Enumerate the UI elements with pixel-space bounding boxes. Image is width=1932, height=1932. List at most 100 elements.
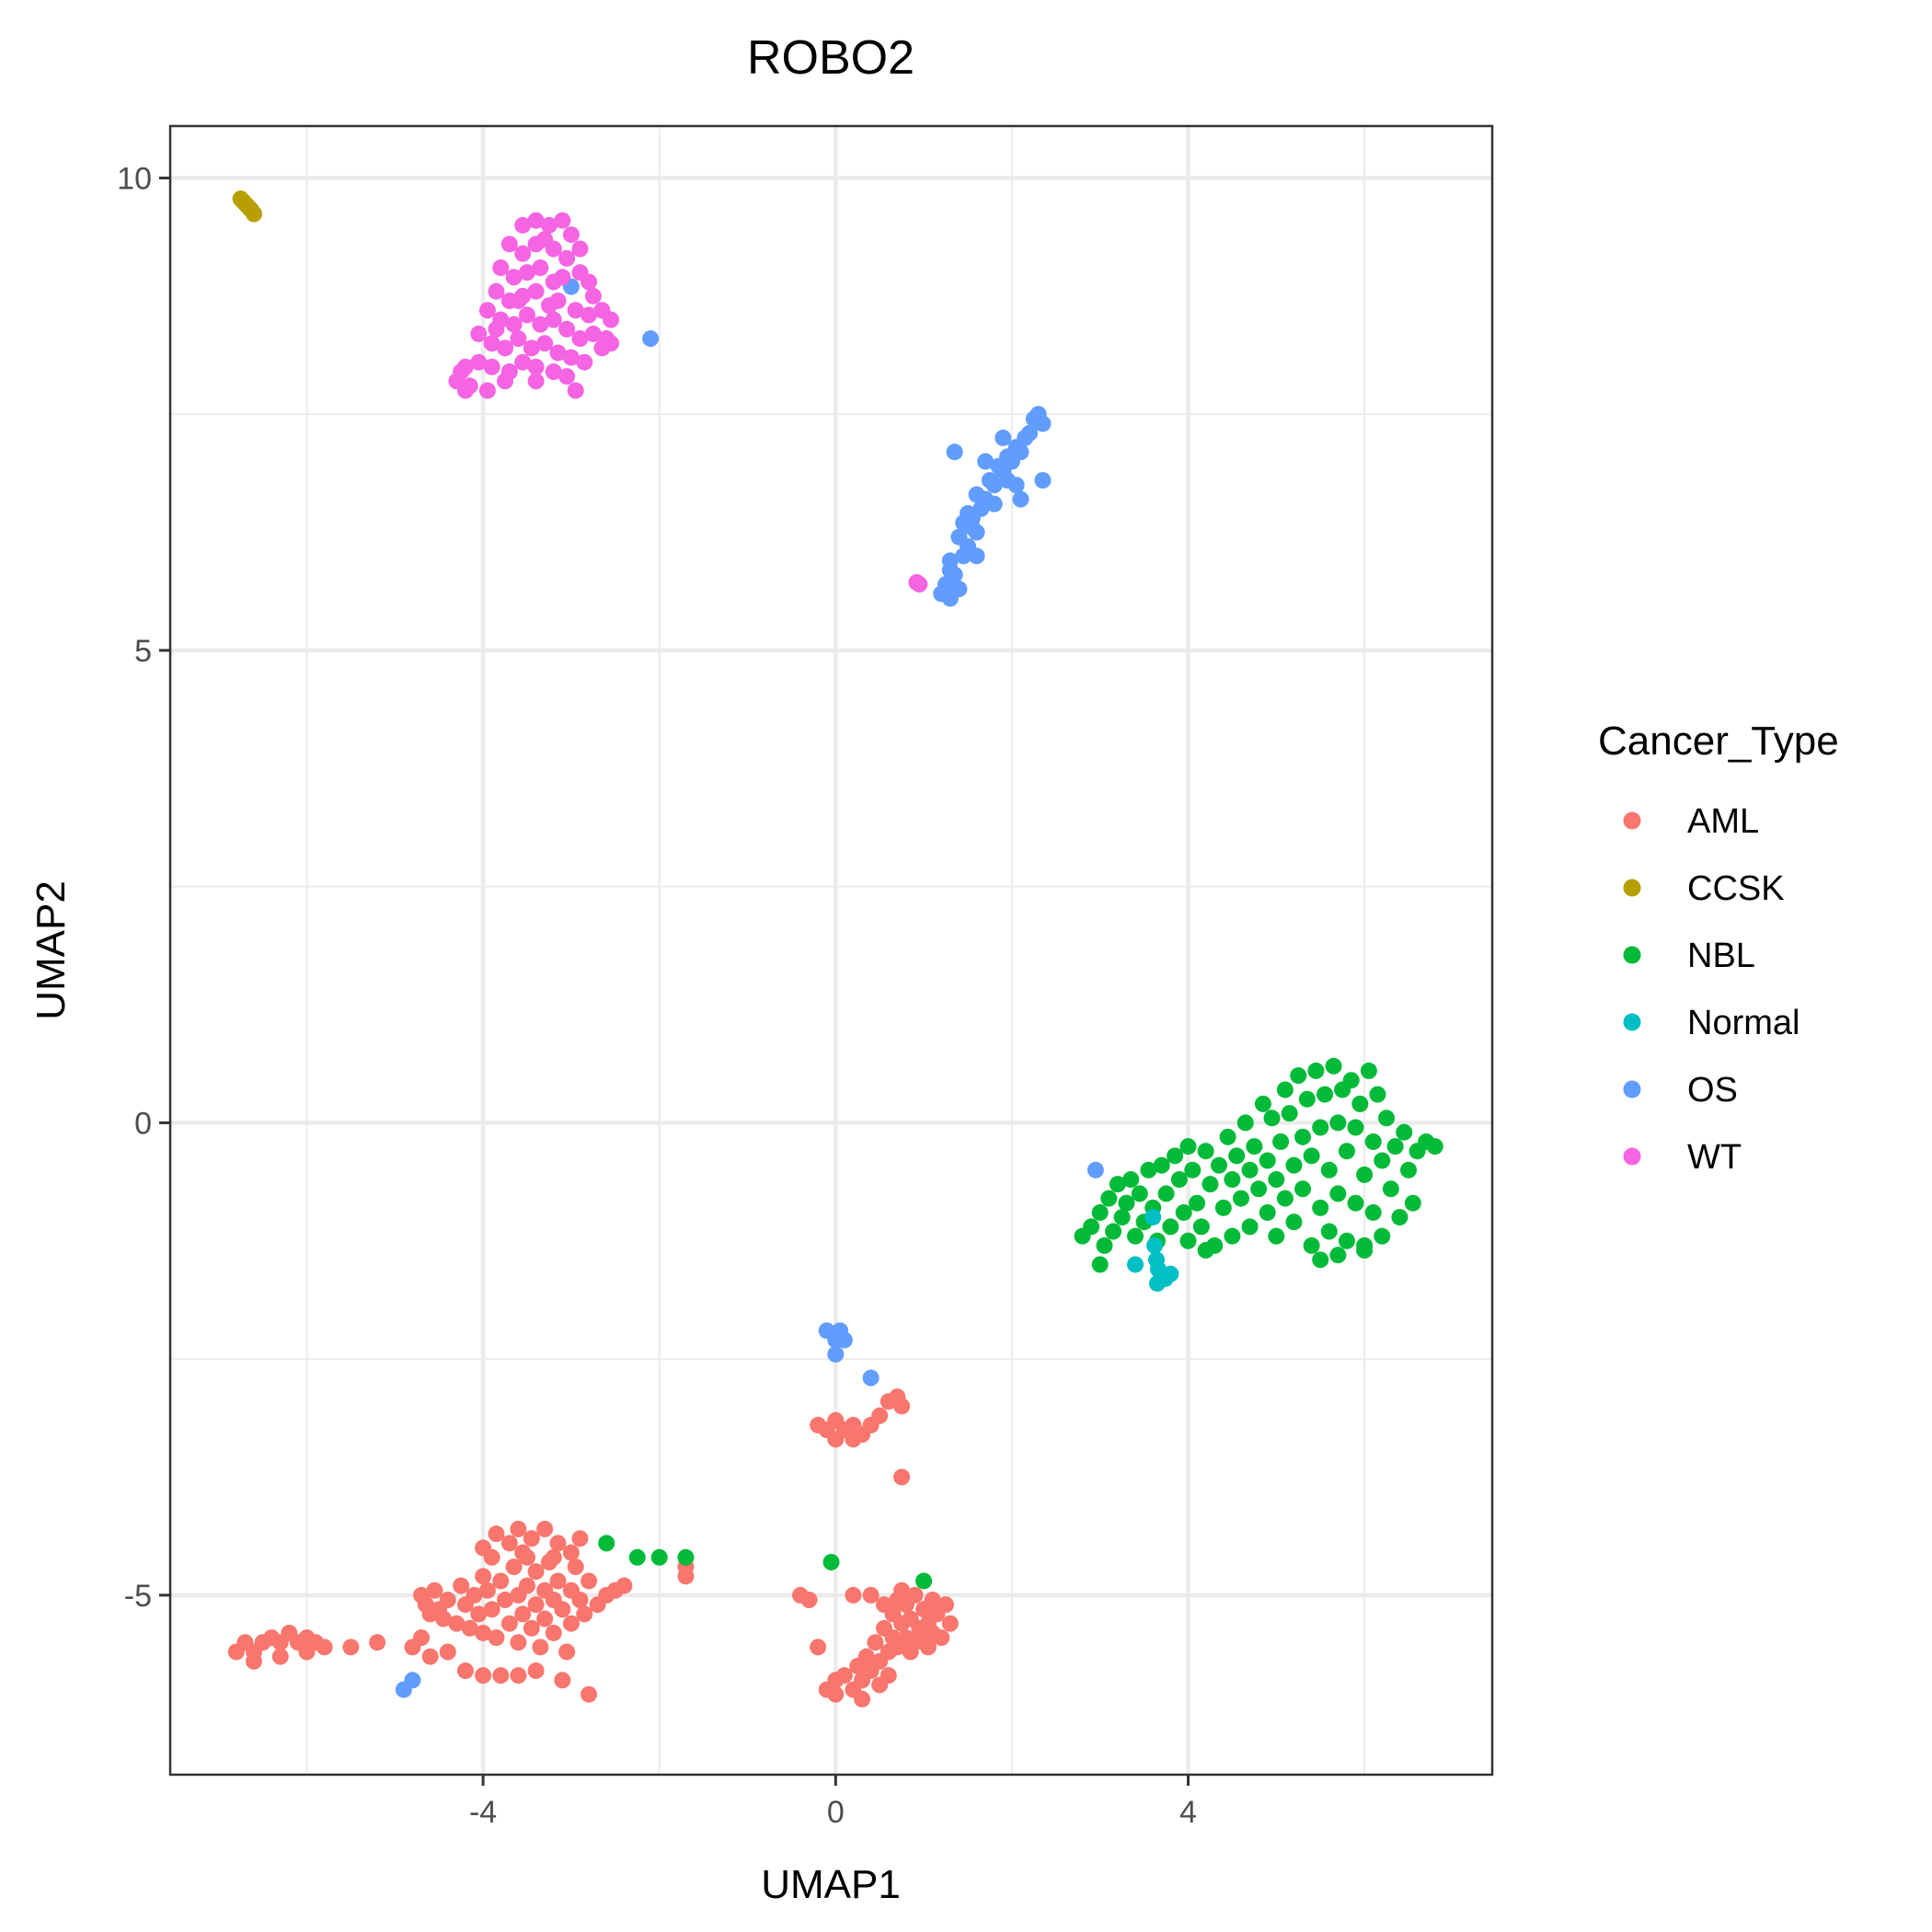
point-nbl [1312, 1199, 1329, 1216]
point-os [995, 429, 1012, 446]
point-os [946, 443, 963, 461]
point-nbl [1140, 1161, 1157, 1179]
point-normal [1127, 1256, 1144, 1273]
point-aml [532, 1639, 549, 1656]
point-os [1034, 415, 1052, 432]
point-aml [342, 1639, 360, 1656]
point-aml [514, 1605, 532, 1623]
point-wt [540, 216, 558, 234]
point-nbl [1285, 1156, 1303, 1174]
point-aml [924, 1592, 941, 1609]
point-aml [810, 1639, 827, 1656]
point-nbl [1254, 1095, 1271, 1112]
point-aml [488, 1525, 505, 1543]
point-nbl [1179, 1138, 1197, 1156]
point-wt [554, 269, 571, 286]
point-aml [554, 1601, 571, 1618]
legend-item-normal: Normal [1623, 1004, 1800, 1042]
point-aml [567, 1558, 584, 1576]
point-aml [492, 1667, 510, 1685]
point-wt [584, 287, 602, 305]
point-nbl [1320, 1223, 1338, 1240]
point-wt [911, 576, 928, 593]
point-nbl [1356, 1236, 1374, 1254]
point-aml [554, 1672, 571, 1689]
point-wt [532, 316, 549, 333]
series-wt [448, 212, 928, 593]
legend-label: NBL [1687, 937, 1755, 975]
data-points [227, 190, 1443, 1708]
point-nbl [1347, 1119, 1364, 1136]
y-tick-label: 5 [134, 634, 152, 669]
point-aml [545, 1548, 562, 1566]
point-aml [527, 1563, 545, 1581]
point-os [827, 1331, 845, 1349]
point-nbl [1179, 1232, 1197, 1249]
point-aml [827, 1685, 845, 1703]
point-wt [527, 212, 545, 229]
point-aml [271, 1648, 289, 1665]
legend-key [1623, 1147, 1641, 1166]
point-os [977, 453, 995, 470]
point-os [968, 547, 985, 565]
point-nbl [1162, 1218, 1179, 1236]
point-wt [567, 382, 584, 399]
point-nbl [822, 1553, 840, 1570]
point-wt [478, 382, 496, 399]
point-nbl [1374, 1152, 1391, 1169]
point-wt [497, 373, 514, 390]
point-wt [554, 212, 571, 229]
point-nbl [1236, 1114, 1254, 1132]
point-wt [510, 292, 527, 309]
point-aml [461, 1619, 478, 1637]
point-aml [549, 1535, 567, 1552]
point-wt [488, 320, 505, 338]
point-wt [536, 231, 554, 248]
point-wt [514, 245, 532, 262]
legend-key [1623, 946, 1641, 964]
point-wt [456, 382, 474, 399]
point-nbl [1259, 1152, 1276, 1169]
point-wt [492, 259, 510, 277]
point-nbl [915, 1572, 933, 1590]
x-tick-label: -4 [469, 1795, 497, 1830]
point-wt [603, 335, 619, 352]
point-wt [514, 216, 532, 234]
point-nbl [1329, 1185, 1347, 1202]
legend-item-aml: AML [1623, 802, 1759, 841]
point-wt [470, 353, 488, 371]
point-nbl [1312, 1119, 1329, 1136]
legend-key [1623, 879, 1641, 897]
point-wt [576, 353, 593, 371]
point-nbl [1091, 1256, 1109, 1273]
point-aml [505, 1558, 523, 1576]
point-nbl [1214, 1199, 1232, 1216]
series-os [395, 278, 1104, 1698]
point-wt [558, 368, 576, 385]
point-normal [1144, 1209, 1162, 1226]
point-wt [532, 259, 549, 277]
point-aml [845, 1431, 862, 1448]
point-wt [483, 335, 500, 352]
point-ccsk [246, 205, 263, 223]
point-nbl [1360, 1062, 1377, 1079]
point-aml [562, 1615, 580, 1632]
point-aml [453, 1577, 470, 1594]
point-aml [421, 1648, 439, 1665]
point-nbl [1426, 1138, 1443, 1156]
series-aml [227, 1388, 959, 1708]
legend-item-os: OS [1623, 1071, 1738, 1110]
point-aml [576, 1605, 593, 1623]
point-aml [439, 1643, 456, 1661]
point-nbl [1202, 1176, 1219, 1193]
point-wt [527, 373, 545, 390]
point-nbl [1338, 1143, 1355, 1160]
point-nbl [1396, 1123, 1413, 1141]
point-wt [488, 282, 505, 300]
point-nbl [1268, 1227, 1285, 1245]
legend-title: Cancer_Type [1598, 719, 1839, 764]
point-nbl [1122, 1171, 1140, 1189]
point-aml [470, 1605, 488, 1623]
legend-items: AML CCSK NBL Normal OS WT [1623, 802, 1800, 1177]
